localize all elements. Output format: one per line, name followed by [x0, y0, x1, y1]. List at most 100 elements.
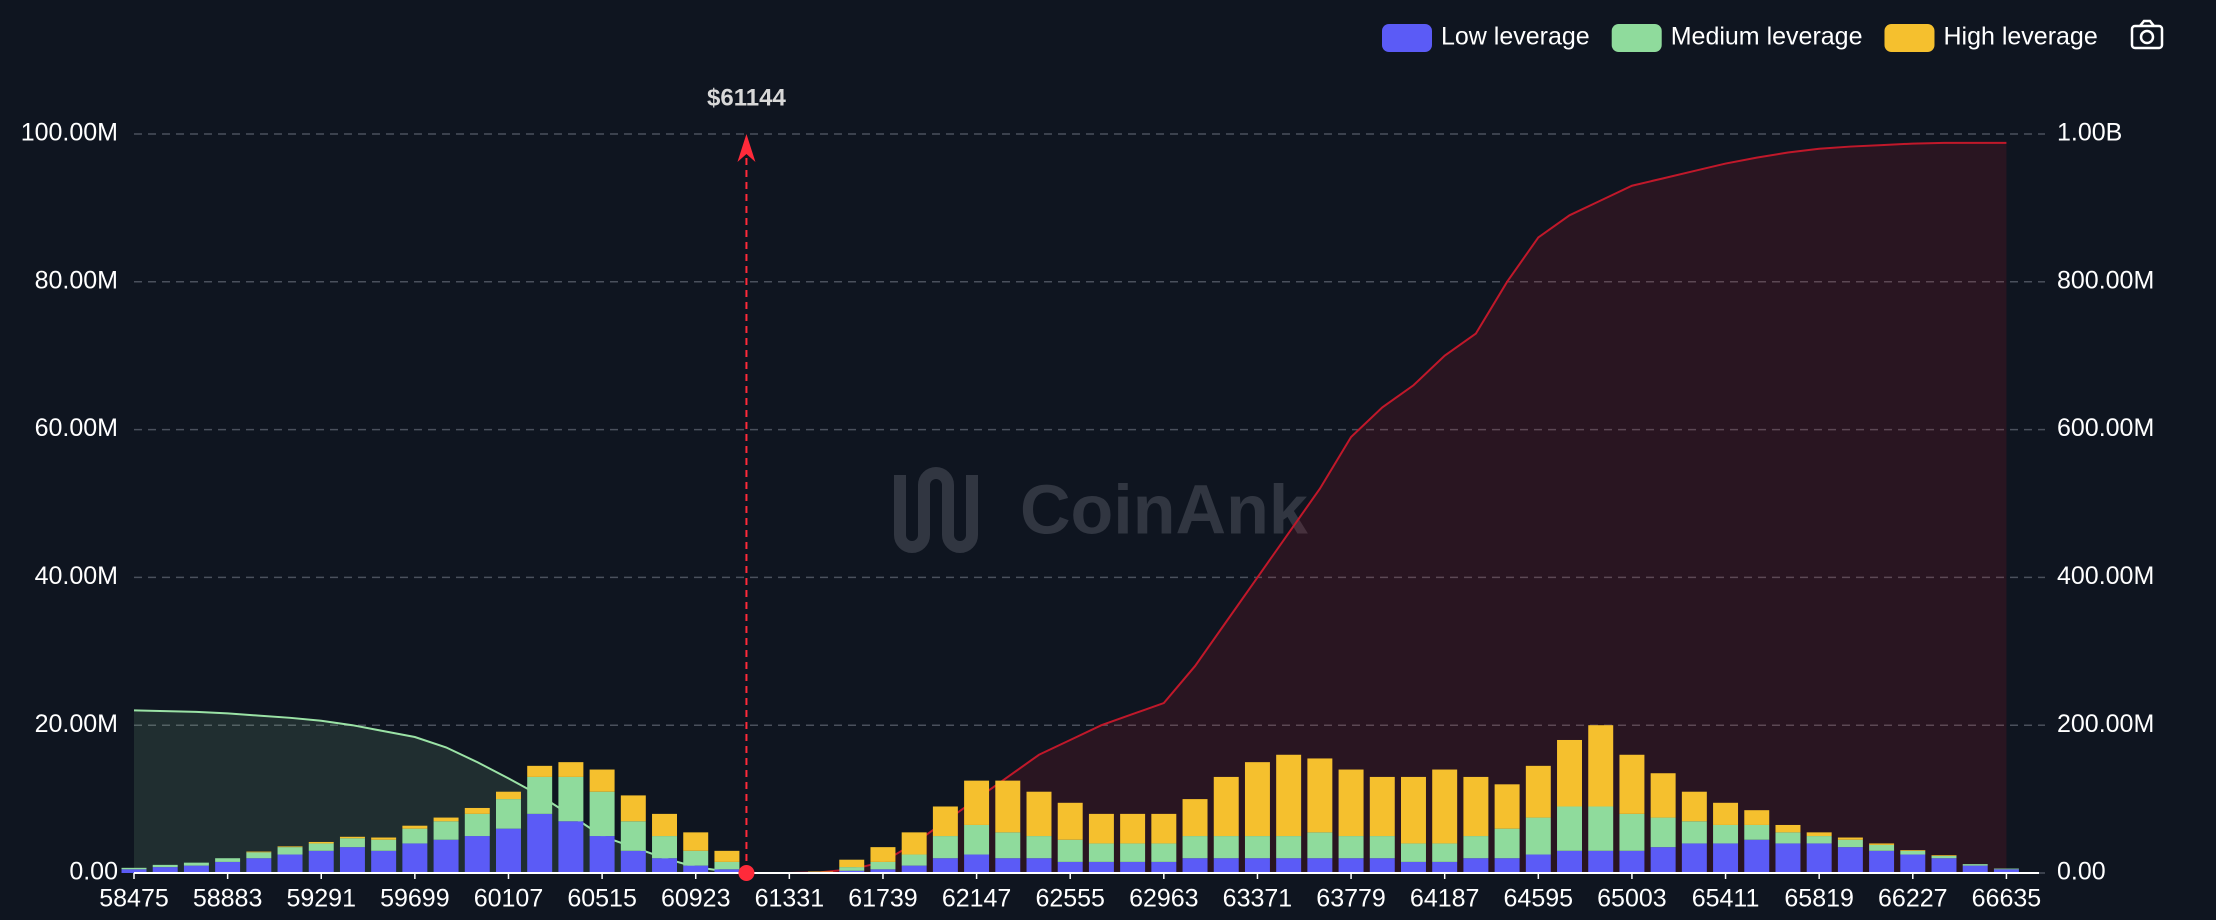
y2-tick-label: 1.00B — [2057, 119, 2122, 147]
legend-swatch — [1382, 24, 1432, 52]
y2-tick-label: 800.00M — [2057, 266, 2154, 294]
bar — [1213, 858, 1239, 873]
bar — [1837, 847, 1863, 873]
bar — [995, 780, 1021, 833]
bar — [183, 862, 209, 866]
bar — [1057, 839, 1083, 862]
bar — [1120, 813, 1146, 844]
bar — [870, 861, 896, 870]
price-dot — [738, 865, 755, 881]
bar — [932, 858, 958, 873]
bar — [1432, 769, 1458, 844]
bar — [1681, 843, 1707, 873]
bar — [1619, 813, 1645, 851]
legend-item[interactable]: Medium leverage — [1611, 23, 1863, 52]
x-tick-label: 60107 — [474, 885, 544, 913]
bar — [1276, 858, 1302, 873]
bar — [1182, 836, 1208, 859]
bar — [1650, 817, 1676, 848]
bar — [1244, 858, 1270, 873]
bar — [1244, 762, 1270, 837]
bar — [246, 858, 272, 873]
bar — [1869, 844, 1895, 851]
bar — [620, 821, 646, 851]
bar — [1494, 784, 1520, 829]
bar — [1713, 843, 1739, 873]
bar — [1900, 850, 1926, 851]
bar — [1401, 843, 1426, 862]
price-label: $61144 — [707, 84, 786, 111]
bar — [1744, 810, 1770, 825]
bar — [402, 828, 428, 844]
camera-icon[interactable] — [2130, 19, 2164, 50]
x-tick-label: 66635 — [1972, 885, 2042, 913]
bar — [589, 769, 615, 792]
bar — [1088, 861, 1114, 873]
bar — [1900, 850, 1926, 855]
bar — [1557, 850, 1583, 873]
legend-item[interactable]: Low leverage — [1382, 23, 1590, 52]
bar — [870, 847, 896, 862]
camera-top — [2139, 19, 2155, 27]
bar — [589, 791, 615, 837]
x-tick-label: 60923 — [661, 885, 731, 913]
bar — [901, 865, 927, 873]
y-tick-label: 100.00M — [21, 119, 118, 147]
x-tick-label: 64595 — [1504, 885, 1574, 913]
bar — [964, 854, 990, 873]
price-arrow — [737, 134, 756, 162]
bar — [1744, 824, 1770, 840]
bar — [1213, 776, 1239, 837]
legend-item[interactable]: High leverage — [1884, 23, 2098, 52]
bar — [308, 850, 334, 873]
y-tick-label: 0.00 — [69, 858, 118, 886]
bar — [1806, 832, 1832, 837]
bar — [1338, 836, 1364, 859]
bar — [246, 851, 272, 853]
bar — [1401, 861, 1426, 873]
x-tick-label: 63779 — [1316, 885, 1386, 913]
bar — [1057, 861, 1083, 873]
bar — [1120, 861, 1146, 873]
bar — [433, 817, 459, 822]
bar — [995, 858, 1021, 873]
bar — [433, 839, 459, 873]
bar — [1900, 854, 1926, 873]
bar — [714, 850, 740, 862]
bar — [152, 867, 178, 873]
bar — [964, 780, 990, 825]
bar — [121, 869, 147, 873]
bar — [1432, 861, 1458, 873]
bar — [1338, 858, 1364, 873]
bar — [1962, 864, 1988, 866]
bar — [402, 843, 428, 873]
x-tick-label: 65819 — [1784, 885, 1854, 913]
bar — [558, 762, 584, 777]
y-tick-label: 60.00M — [35, 414, 118, 442]
bar — [620, 795, 646, 822]
x-tick-label: 65411 — [1692, 885, 1760, 913]
bar — [1369, 776, 1395, 837]
bar — [1432, 843, 1458, 862]
bar — [1806, 843, 1832, 873]
y2-tick-label: 0.00 — [2057, 858, 2106, 886]
bar — [1993, 868, 2019, 870]
legend-label: Medium leverage — [1671, 23, 1863, 51]
bar — [1931, 855, 1957, 857]
bar — [995, 832, 1021, 859]
watermark-logo — [894, 467, 978, 553]
x-tick-label: 63371 — [1223, 885, 1293, 913]
bar — [183, 865, 209, 873]
bar — [496, 799, 521, 829]
bar — [1120, 843, 1146, 862]
bar — [1557, 806, 1583, 851]
bar — [339, 847, 365, 873]
bar — [1463, 836, 1489, 859]
bar — [215, 861, 241, 873]
bar — [1557, 739, 1583, 807]
bar — [620, 850, 646, 873]
bar — [1088, 843, 1114, 862]
y2-tick-label: 600.00M — [2057, 414, 2154, 442]
